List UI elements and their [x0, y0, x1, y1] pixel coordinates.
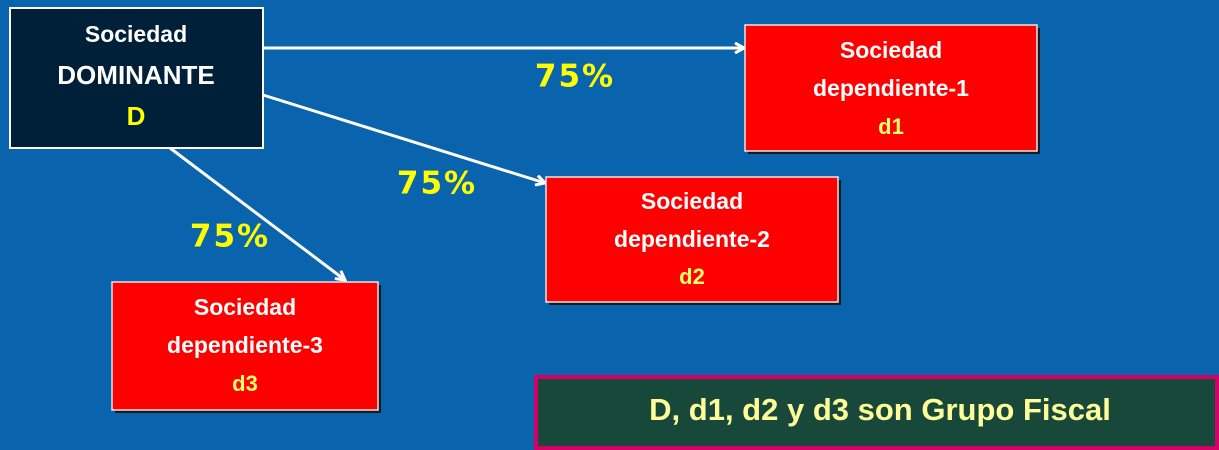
node-code: D	[127, 101, 146, 131]
node-line: Sociedad	[641, 188, 743, 214]
edge-label: 75%	[397, 166, 477, 202]
note-text: D, d1, d2 y d3 son Grupo Fiscal	[649, 392, 1111, 427]
node-code: d1	[878, 114, 904, 139]
node-box	[9, 7, 264, 149]
node-line: dependiente-1	[813, 75, 969, 101]
edge-label: 75%	[190, 219, 270, 255]
edge-label: 75%	[535, 59, 615, 95]
node-code: d3	[232, 371, 258, 396]
node-line: dependiente-3	[167, 332, 323, 358]
node-box	[111, 281, 379, 411]
node-box	[545, 176, 839, 303]
edge-arrow	[262, 93, 545, 183]
node-line: Sociedad	[194, 294, 296, 320]
node-box	[744, 24, 1038, 152]
note-box	[534, 375, 1219, 450]
node-line: Sociedad	[85, 21, 187, 47]
node-line: DOMINANTE	[57, 60, 214, 90]
node-code: d2	[679, 264, 705, 289]
node-line: Sociedad	[840, 37, 942, 63]
edge-arrow	[169, 146, 345, 280]
node-line: dependiente-2	[614, 226, 770, 252]
